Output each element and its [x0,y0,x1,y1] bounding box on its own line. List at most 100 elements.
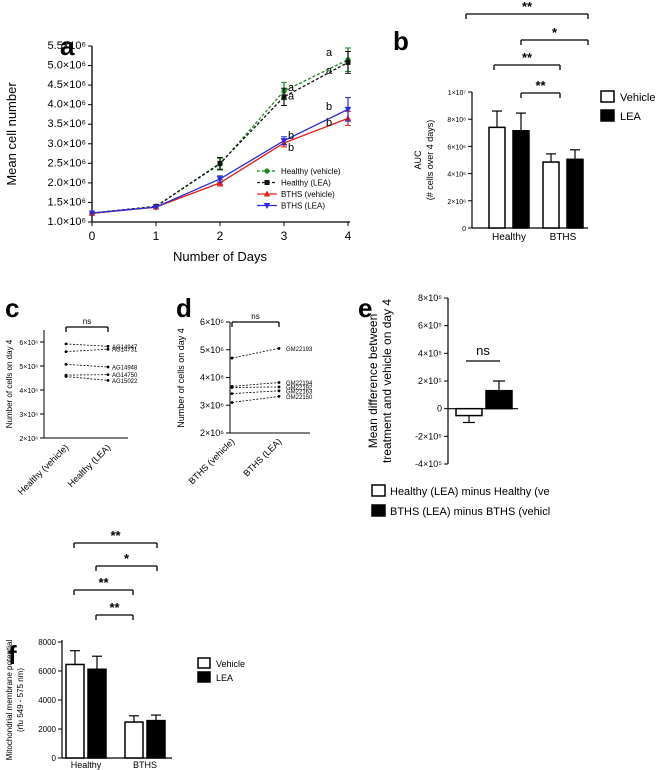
b-legend: Vehicle LEA [600,90,655,123]
d-x-tick-label: BTHS (vehicle) [187,436,237,486]
d-point [277,381,281,384]
panel-label-e: e [358,293,372,323]
d-sig-label: ns [251,312,259,321]
a-y-tick-label: 1.5×10⁶ [48,196,86,208]
a-legend-marker [264,180,270,185]
c-point [106,344,110,348]
c-pair-line [65,348,109,352]
panel-label-d: d [176,293,192,323]
f-x-tick-label: Healthy [71,760,102,770]
b-bar [512,130,530,229]
a-y-tick-label: 3.0×10⁶ [48,138,86,150]
a-legend-label: Healthy (vehicle) [281,167,341,176]
f-bars [65,650,166,759]
e-sig-label: ns [476,343,490,358]
f-bar [124,721,144,759]
b-sig-3-label: ** [522,50,533,65]
a-y-tick-label: 2.5×10⁶ [48,157,86,169]
b-bar [566,158,584,229]
f-y-label-2: (rfu 549 - 575 nm) [16,668,25,732]
e-y-tick-label: -2×10⁵ [415,431,442,441]
b-sig-1-label: ** [522,0,533,14]
a-x-tick-label: 4 [345,229,352,243]
a-annotation-label: a [288,91,295,103]
a-annotation-label: a [288,82,295,94]
d-point [230,392,234,395]
c-y-tick-label: 5×10⁶ [19,364,38,371]
f-bar [87,668,107,759]
f-y-tick-label: 8000 [38,638,56,647]
c-x-tick-label: Healthy (vehicle) [16,442,70,496]
f-bar [65,663,85,759]
b-legend-label: Vehicle [620,92,655,104]
d-pair-line [231,390,280,394]
c-point [64,375,68,378]
d-x-ticks: BTHS (vehicle) BTHS (LEA) [187,436,284,486]
a-y-tick-label: 5.5×10⁶ [48,40,86,52]
a-y-tick-label: 1.0×10⁶ [48,216,86,228]
d-point [230,356,234,360]
e-y-label: Mean difference between [366,314,380,449]
a-series [88,47,352,217]
b-bar [542,161,560,229]
c-line-label: AG14947 [112,345,138,351]
c-pair-line [65,376,109,381]
a-legend-marker [264,168,270,174]
a-data-point [280,138,288,145]
a-annotation-label: a [326,47,333,59]
a-annotation-label: b [326,117,332,129]
e-significance: ns [466,343,500,362]
f-y-ticks: 0 2000 4000 6000 8000 [38,638,62,763]
b-x-tick-label: BTHS [550,232,577,243]
d-significance: ns [231,312,280,327]
f-sig-1-label: ** [110,528,121,543]
d-pair-line [231,347,280,359]
d-point [277,346,281,350]
a-annotation-label: b [288,130,294,142]
a-x-tick-label: 3 [281,229,288,243]
a-legend-marker [263,203,271,209]
d-point [277,385,281,389]
c-y-tick-label: 2×10⁶ [19,436,38,443]
f-legend-label: Vehicle [216,659,245,669]
d-line-label: GM22163 [286,389,313,395]
panel-label-a: a [60,31,75,61]
d-pair-line [231,395,280,403]
d-y-tick-label: 3×10⁶ [200,400,224,410]
e-bar [485,389,513,410]
e-y-ticks: -4×10⁵ -2×10⁵ 0 2×10⁵ 4×10⁵ 6×10⁵ 8×10⁵ [415,293,448,469]
e-legend-label: BTHS (LEA) minus BTHS (vehicl [390,506,550,518]
d-y-ticks: 2×10⁶ 3×10⁶ 4×10⁶ 5×10⁶ 6×10⁶ [200,317,230,438]
f-y-tick-label: 4000 [38,696,56,705]
e-bar [455,407,483,417]
b-sig-2-label: * [552,25,558,40]
f-x-tick-label: BTHS [133,760,157,770]
c-point [106,347,110,351]
c-significance: ns [65,317,109,332]
a-y-tick-label: 3.5×10⁶ [48,118,86,130]
d-line-label: GM22192 [286,385,313,391]
e-y-label-2: treatment and vehicle on day 4 [380,299,394,463]
d-y-label: Number of cells on day 4 [176,328,186,428]
a-y-tick-label: 4.5×10⁶ [48,79,86,91]
b-y-label-2: (# cells over 4 days) [425,120,435,201]
a-annotation-label: b [326,101,332,113]
e-bars [455,380,513,424]
c-y-tick-label: 4×10⁶ [19,388,38,395]
c-pair-line [65,363,109,368]
a-data-point [281,94,287,100]
d-point [277,389,281,393]
c-y-tick-label: 3×10⁶ [19,412,38,419]
f-sig-2-label: * [124,551,130,566]
b-significance: ******* [465,0,589,98]
e-y-tick-label: 0 [437,404,442,414]
f-significance: ******* [73,528,158,620]
a-legend: Healthy (vehicle) Healthy (LEA) BTHS (vehi… [257,167,341,211]
panel-label-f: f [8,640,17,670]
b-x-ticks: Healthy BTHS [492,232,577,243]
